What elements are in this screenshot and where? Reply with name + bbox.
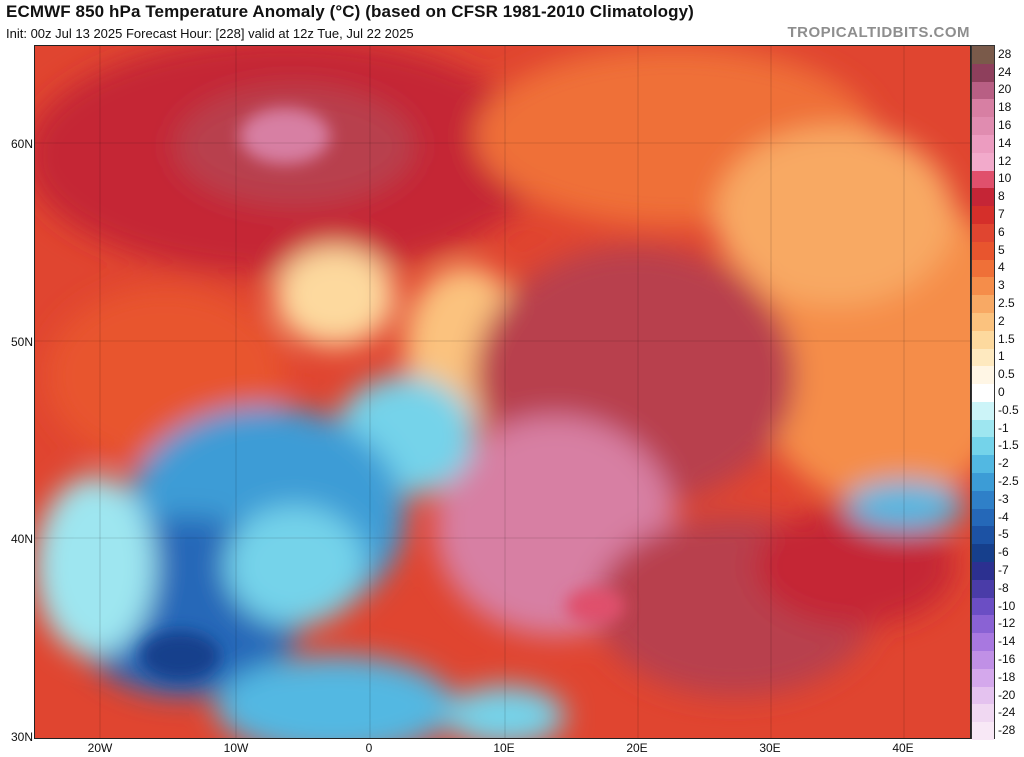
colorbar-swatch [972,473,994,492]
colorbar-level-label: 8 [998,189,1005,204]
colorbar-level-label: -2 [998,456,1009,471]
colorbar-swatch [972,241,994,261]
colorbar-swatch [972,633,994,652]
lon-label-20e: 20E [626,741,648,755]
colorbar-level-label: 5 [998,242,1005,257]
lon-label-0: 0 [365,741,373,755]
colorbar-level-label: -1.5 [998,438,1019,453]
anomaly-field [35,46,970,738]
colorbar-level-label: 2 [998,313,1005,328]
colorbar-swatch [972,117,994,136]
colorbar-swatch [972,295,994,314]
colorbar-level-label: 7 [998,207,1005,222]
colorbar-swatch [972,651,994,670]
colorbar-level-label: 4 [998,260,1005,275]
colorbar-swatch [972,508,994,527]
colorbar-level-label: -16 [998,651,1016,666]
colorbar-swatch [972,455,994,474]
colorbar-swatch [972,704,994,723]
colorbar-level-label: -4 [998,509,1009,524]
colorbar-swatch [972,46,994,65]
colorbar-swatch [972,188,994,207]
colorbar-swatch [972,597,994,616]
colorbar-level-label: -8 [998,580,1009,595]
colorbar-level-label: -20 [998,687,1016,702]
colorbar-level-label: -24 [998,705,1016,720]
lat-label-60n: 60N [10,137,33,151]
colorbar-level-label: 1 [998,349,1005,364]
colorbar-level-label: -7 [998,562,1009,577]
colorbar-swatch [972,722,994,741]
colorbar-level-label: 2.5 [998,296,1015,311]
colorbar-level-label: 3 [998,278,1005,293]
colorbar-swatch [972,277,994,296]
colorbar-level-label: 0 [998,385,1005,399]
colorbar-swatch [972,223,994,243]
colorbar-swatch [972,437,994,456]
colorbar-level-label: 12 [998,153,1012,168]
colorbar-level-label: 1.5 [998,331,1015,346]
colorbar-swatch [972,134,994,154]
colorbar-swatch [972,259,994,278]
forecast-info: Init: 00z Jul 13 2025 Forecast Hour: [22… [6,26,414,41]
colorbar-level-label: 24 [998,64,1012,79]
site-watermark: TROPICALTIDBITS.COM [787,24,970,41]
colorbar-level-label: 0.5 [998,367,1015,382]
colorbar-swatch [972,526,994,545]
colorbar-level-label: 14 [998,135,1012,150]
lon-label-40e: 40E [892,741,914,755]
colorbar-level-label: 18 [998,100,1012,115]
colorbar-swatch [972,579,994,599]
colorbar-level-label: -5 [998,527,1009,542]
colorbar-level-label: -3 [998,491,1009,506]
lat-label-50n: 50N [10,335,33,349]
colorbar-swatch [972,490,994,510]
colorbar-swatch [972,384,994,403]
colorbar-level-label: -28 [998,723,1016,738]
colorbar-level-label: 16 [998,118,1012,133]
colorbar-swatch [972,348,994,367]
colorbar-level-label: 10 [998,171,1012,186]
colorbar-level-label: 20 [998,82,1012,97]
colorbar-level-label: -6 [998,545,1009,560]
lon-label-30e: 30E [759,741,781,755]
colorbar-swatch [972,401,994,421]
lon-label-10w: 10W [223,741,249,755]
colorbar [971,45,995,741]
colorbar-swatch [972,170,994,189]
colorbar-swatch [972,63,994,83]
colorbar-swatch [972,544,994,563]
anomaly-map [34,45,971,739]
colorbar-swatch [972,152,994,172]
colorbar-swatch [972,99,994,118]
lon-label-10e: 10E [493,741,515,755]
chart-title: ECMWF 850 hPa Temperature Anomaly (°C) (… [6,2,694,21]
colorbar-level-label: -18 [998,669,1016,684]
colorbar-level-label: -10 [998,598,1016,613]
colorbar-swatch [972,330,994,349]
lat-label-30n: 30N [10,730,33,744]
colorbar-swatch [972,312,994,332]
lon-label-20w: 20W [87,741,113,755]
colorbar-swatch [972,81,994,100]
colorbar-level-label: 28 [998,46,1012,61]
lat-label-40n: 40N [10,532,33,546]
colorbar-level-label: 6 [998,224,1005,239]
colorbar-level-label: -0.5 [998,402,1019,417]
colorbar-swatch [972,668,994,688]
colorbar-swatch [972,562,994,581]
colorbar-swatch [972,615,994,634]
colorbar-level-label: -14 [998,634,1016,649]
colorbar-swatch [972,206,994,225]
colorbar-level-label: -12 [998,616,1016,631]
colorbar-swatch [972,366,994,385]
colorbar-level-label: -2.5 [998,473,1019,488]
colorbar-swatch [972,419,994,438]
colorbar-swatch [972,686,994,705]
colorbar-level-label: -1 [998,420,1009,435]
